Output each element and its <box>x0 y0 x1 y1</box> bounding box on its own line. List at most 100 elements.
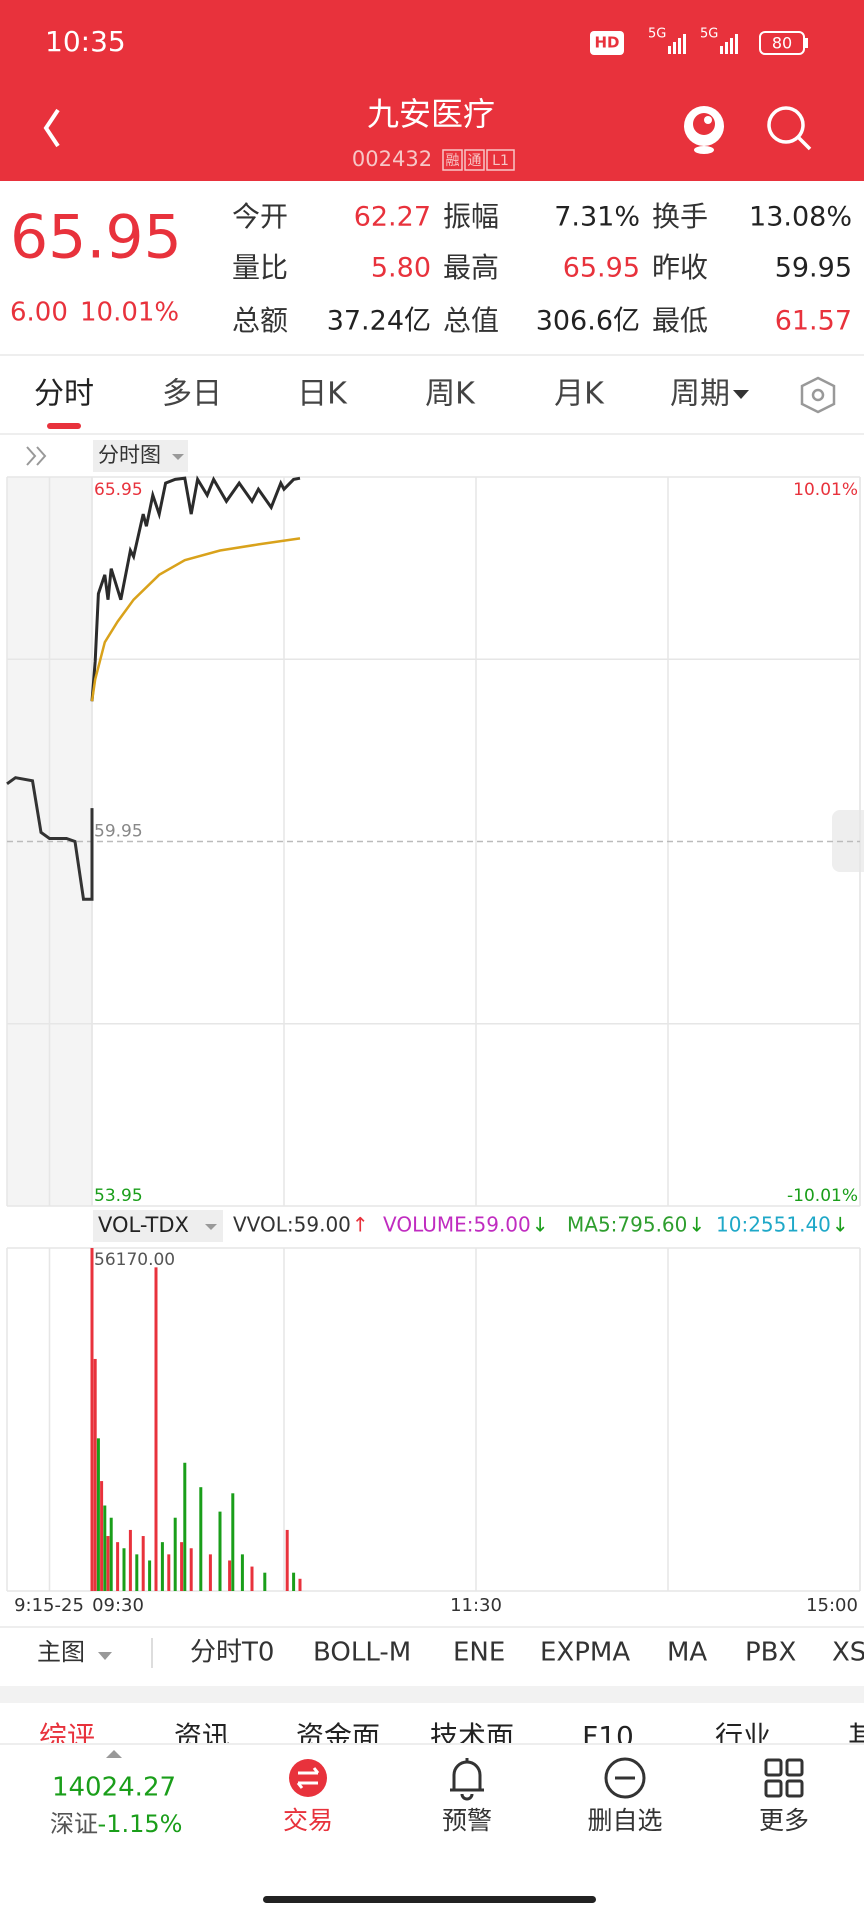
expand-icon[interactable] <box>26 446 37 466</box>
indicator-item[interactable]: MA <box>667 1638 707 1668</box>
last-price: 65.95 <box>10 203 182 273</box>
index-value: 14024.27 <box>52 1773 176 1803</box>
tag: 通 <box>468 153 482 169</box>
y2-tick-label: -10.01% <box>787 1186 858 1206</box>
index-caret <box>106 1750 122 1758</box>
volume-bar <box>218 1511 222 1591</box>
x-tick-label: 15:00 <box>806 1595 858 1616</box>
stat-label: 最高 <box>443 251 499 284</box>
volume-bar <box>183 1462 187 1591</box>
battery-level: 80 <box>772 34 792 53</box>
index-change: -1.15% <box>98 1810 183 1838</box>
legend-arrow: ↓ <box>532 1213 549 1237</box>
bell-icon[interactable] <box>450 1758 484 1801</box>
stat-value: 37.24亿 <box>327 306 431 337</box>
volume-bar <box>173 1517 177 1591</box>
chart-mode: 分时图 <box>98 443 161 467</box>
chart-mode-bg[interactable] <box>93 440 188 472</box>
nav-label[interactable]: 交易 <box>283 1806 333 1835</box>
volume-bar <box>100 1481 104 1591</box>
network: 5G <box>700 27 718 42</box>
hd-text: HD <box>594 34 619 52</box>
period-tab[interactable]: 分时 <box>34 377 94 412</box>
nav-label[interactable]: 更多 <box>759 1806 809 1835</box>
search-button[interactable] <box>767 106 805 144</box>
main-chart-select[interactable]: 主图 <box>37 1638 85 1666</box>
section-gap <box>0 1686 864 1703</box>
index-name: 深证 <box>50 1810 98 1838</box>
volume-bar <box>189 1548 193 1591</box>
legend-arrow: ↓ <box>688 1213 705 1237</box>
price-change: 6.00 <box>10 298 68 328</box>
stock-name: 九安医疗 <box>367 95 495 133</box>
volume-bar <box>106 1536 110 1591</box>
remove-icon[interactable] <box>604 1757 646 1799</box>
settings-dot <box>811 388 825 402</box>
stat-label: 总额 <box>232 304 288 337</box>
stat-value: 62.27 <box>354 202 431 233</box>
indicator-bg[interactable] <box>93 1210 223 1242</box>
period-tab[interactable]: 周K <box>425 377 476 412</box>
tag-box <box>442 149 463 171</box>
volume-bar <box>116 1542 120 1591</box>
period-tab[interactable]: 周期 <box>670 377 730 412</box>
volume-bar <box>103 1505 107 1591</box>
period-tab[interactable]: 日K <box>297 377 348 412</box>
auction-label: 9:15-25 <box>14 1595 84 1616</box>
volume-bar <box>208 1554 212 1591</box>
trade-icon[interactable] <box>289 1759 327 1797</box>
home-indicator <box>263 1896 596 1903</box>
caret <box>172 454 184 460</box>
volume-bar <box>122 1548 126 1591</box>
stat-value: 65.95 <box>563 253 640 284</box>
indicator-item[interactable]: EXPMA <box>540 1638 630 1668</box>
bottom-nav-bg <box>0 1744 864 1920</box>
volume-bar <box>90 1248 94 1591</box>
more-icon[interactable] <box>764 1758 804 1798</box>
volume-bar <box>228 1560 232 1591</box>
indicator-item[interactable]: PBX <box>745 1638 796 1668</box>
period-tab[interactable]: 月K <box>554 377 605 412</box>
stat-label: 今开 <box>232 200 288 233</box>
stat-value: 5.80 <box>371 253 431 284</box>
back-button[interactable] <box>43 108 60 148</box>
tag-box <box>464 149 485 171</box>
tag: 融 <box>446 153 460 169</box>
period-tab[interactable]: 多日 <box>162 377 222 412</box>
volume-bar <box>160 1542 164 1591</box>
indicator-item[interactable]: 分时T0 <box>190 1638 274 1668</box>
stat-label: 总值 <box>443 304 499 337</box>
tab-underline <box>47 423 81 429</box>
price-change-pct: 10.01% <box>80 298 179 328</box>
indicator-name[interactable]: VOL-TDX <box>98 1213 189 1237</box>
indicator-item[interactable]: BOLL-M <box>313 1638 411 1668</box>
mascot-icon[interactable] <box>684 106 724 154</box>
volume-bar <box>93 1358 97 1591</box>
volume-bar <box>263 1572 267 1591</box>
stat-label: 量比 <box>232 251 288 284</box>
volume-bar <box>135 1554 139 1591</box>
stat-value: 306.6亿 <box>536 306 640 337</box>
volume-bar <box>250 1566 254 1591</box>
legend-arrow: ↓ <box>832 1213 849 1237</box>
y-tick-label: 59.95 <box>94 822 143 842</box>
indicator-item[interactable]: ENE <box>453 1638 505 1668</box>
signal-icons <box>668 34 738 54</box>
volume-bar <box>96 1438 100 1591</box>
settings-hex[interactable] <box>800 376 836 414</box>
stat-label: 昨收 <box>652 251 708 284</box>
y-tick-label: 53.95 <box>94 1186 143 1206</box>
battery <box>759 31 805 55</box>
nav-label[interactable]: 删自选 <box>587 1806 662 1835</box>
legend-arrow: ↑ <box>352 1213 369 1237</box>
nav-label[interactable]: 预警 <box>442 1806 492 1835</box>
volume-bar <box>285 1529 289 1591</box>
y-tick-label: 56170.00 <box>94 1250 175 1270</box>
battery-tip <box>805 38 808 48</box>
legend-text: MA5:795.60 <box>567 1213 687 1237</box>
volume-bar <box>141 1536 145 1591</box>
indicator-item[interactable]: XS <box>832 1638 864 1668</box>
hd-badge <box>590 31 624 55</box>
